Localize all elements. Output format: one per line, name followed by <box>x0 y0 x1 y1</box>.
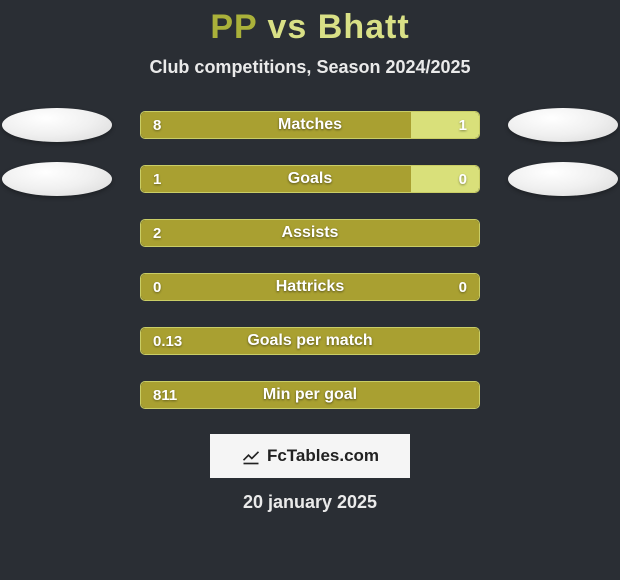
stat-bar: 00Hattricks <box>140 273 480 301</box>
branding-text: FcTables.com <box>267 446 379 466</box>
stat-bar: 10Goals <box>140 165 480 193</box>
title-vs: vs <box>268 8 308 46</box>
stat-row: 811Min per goal <box>2 378 618 412</box>
stat-label: Assists <box>141 224 479 242</box>
player1-blob <box>2 162 112 196</box>
subtitle: Club competitions, Season 2024/2025 <box>0 57 620 78</box>
stat-bar: 81Matches <box>140 111 480 139</box>
stat-row: 0.13Goals per match <box>2 324 618 358</box>
stat-rows: 81Matches 10Goals 2Assists 00Hattricks 0.13G… <box>0 108 620 412</box>
stat-row: 2Assists <box>2 216 618 250</box>
stat-bar: 0.13Goals per match <box>140 327 480 355</box>
stat-label: Goals per match <box>141 332 479 350</box>
stat-bar: 2Assists <box>140 219 480 247</box>
chart-icon <box>241 446 261 466</box>
stat-label: Matches <box>141 116 479 134</box>
comparison-widget: PP vs Bhatt Club competitions, Season 20… <box>0 0 620 513</box>
stat-label: Goals <box>141 170 479 188</box>
branding-badge[interactable]: FcTables.com <box>210 434 410 478</box>
title-player2: Bhatt <box>318 8 410 46</box>
stat-row: 81Matches <box>2 108 618 142</box>
player1-blob <box>2 108 112 142</box>
player2-blob <box>508 108 618 142</box>
stat-row: 10Goals <box>2 162 618 196</box>
page-title: PP vs Bhatt <box>0 8 620 47</box>
stat-label: Hattricks <box>141 278 479 296</box>
stat-bar: 811Min per goal <box>140 381 480 409</box>
date-label: 20 january 2025 <box>0 492 620 513</box>
title-player1: PP <box>210 8 257 46</box>
stat-row: 00Hattricks <box>2 270 618 304</box>
stat-label: Min per goal <box>141 386 479 404</box>
player2-blob <box>508 162 618 196</box>
